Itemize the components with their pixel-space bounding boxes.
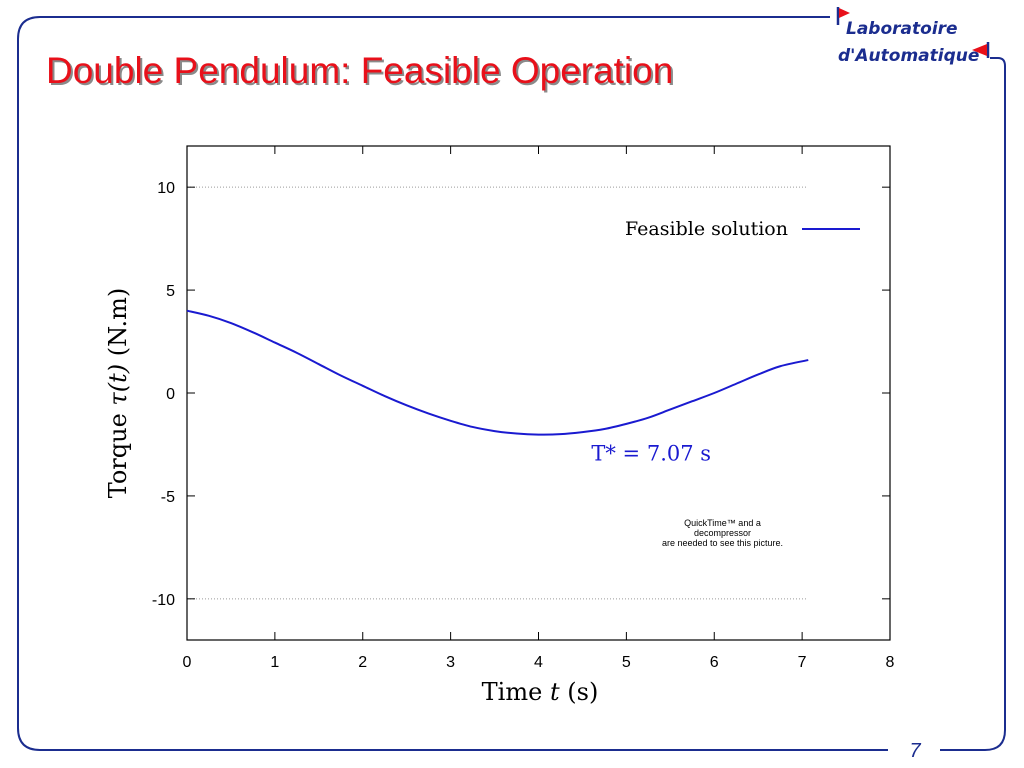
x-tick-label: 8 <box>886 654 895 671</box>
x-axis-label: Time t (s) <box>482 678 599 706</box>
x-tick-label: 0 <box>183 654 192 671</box>
placeholder-line-3: are needed to see this picture. <box>661 538 784 548</box>
logo-line-1: Laboratoire <box>846 19 958 39</box>
x-tick-label: 6 <box>710 654 719 671</box>
optimal-time-annotation: T* = 7.07 s <box>591 442 711 466</box>
x-tick-label: 3 <box>446 654 455 671</box>
x-tick-label: 7 <box>798 654 807 671</box>
y-tick-label: -10 <box>152 592 175 609</box>
x-tick-labels: 0 1 2 3 4 5 6 7 8 <box>183 654 895 671</box>
series-line-feasible-solution <box>186 309 809 436</box>
x-tick-label: 2 <box>358 654 367 671</box>
y-axis-label-var: τ(t) <box>104 364 132 406</box>
y-tick-label: -5 <box>161 489 175 506</box>
x-tick-label: 4 <box>534 654 543 671</box>
placeholder-line-2: decompressor <box>693 528 752 538</box>
y-axis-label-main: Torque <box>104 413 132 498</box>
slide-title: Double Pendulum: Feasible Operation <box>46 50 674 91</box>
y-tick-label: 10 <box>157 180 175 197</box>
logo-arrow-icon <box>972 42 990 58</box>
y-tick-label: 0 <box>166 386 175 403</box>
legend-label: Feasible solution <box>625 218 788 240</box>
x-tick-label: 1 <box>270 654 279 671</box>
quicktime-placeholder: QuickTime™ and a decompressor are needed… <box>640 518 805 548</box>
axis-ticks <box>186 146 891 640</box>
x-axis-label-main: Time <box>482 678 543 706</box>
x-axis-label-unit: (s) <box>567 678 598 706</box>
placeholder-line-1: QuickTime™ and a <box>684 518 761 528</box>
logo-flag-icon <box>836 7 850 25</box>
y-axis-label-unit: (N.m) <box>104 288 132 357</box>
y-axis-label: Torque τ(t) (N.m) <box>104 288 132 499</box>
x-axis-label-var: t <box>550 678 560 706</box>
y-tick-labels: -10 -5 0 5 10 <box>152 180 175 609</box>
legend: Feasible solution <box>625 218 860 240</box>
x-tick-label: 5 <box>622 654 631 671</box>
y-tick-label: 5 <box>166 283 175 300</box>
logo-line-2: d'Automatique <box>838 46 980 66</box>
page-number: 7 <box>903 740 927 763</box>
